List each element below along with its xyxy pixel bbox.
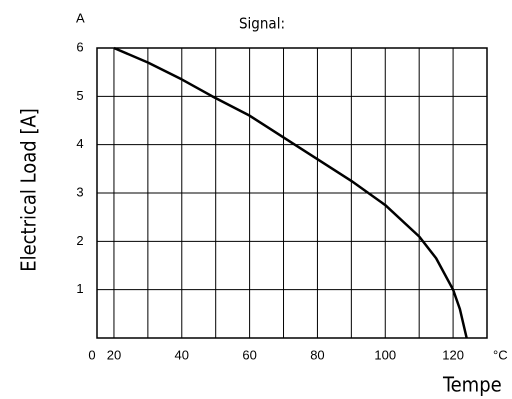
- x-tick-label: 80: [310, 347, 324, 362]
- y-axis-label: Electrical Load [A]: [17, 108, 41, 272]
- chart-title: Signal:: [239, 15, 285, 33]
- data-line: [113, 46, 468, 339]
- x-tick-label: 100: [374, 347, 396, 362]
- y-tick-label: 4: [76, 136, 83, 151]
- y-tick-label: 3: [76, 184, 83, 199]
- x-unit: °C: [493, 347, 508, 362]
- y-tick-label: 5: [76, 88, 83, 103]
- y-unit: A: [76, 10, 85, 25]
- x-tick-label: 40: [175, 347, 189, 362]
- x-tick-label: 60: [242, 347, 256, 362]
- x-axis-label: Tempe: [442, 373, 502, 397]
- y-tick-label: 2: [76, 233, 83, 248]
- x-tick-label: 20: [107, 347, 121, 362]
- y-tick-label: 6: [76, 39, 83, 54]
- x-tick-label: 120: [442, 347, 464, 362]
- origin-label: 0: [88, 347, 95, 362]
- y-tick-label: 1: [76, 281, 83, 296]
